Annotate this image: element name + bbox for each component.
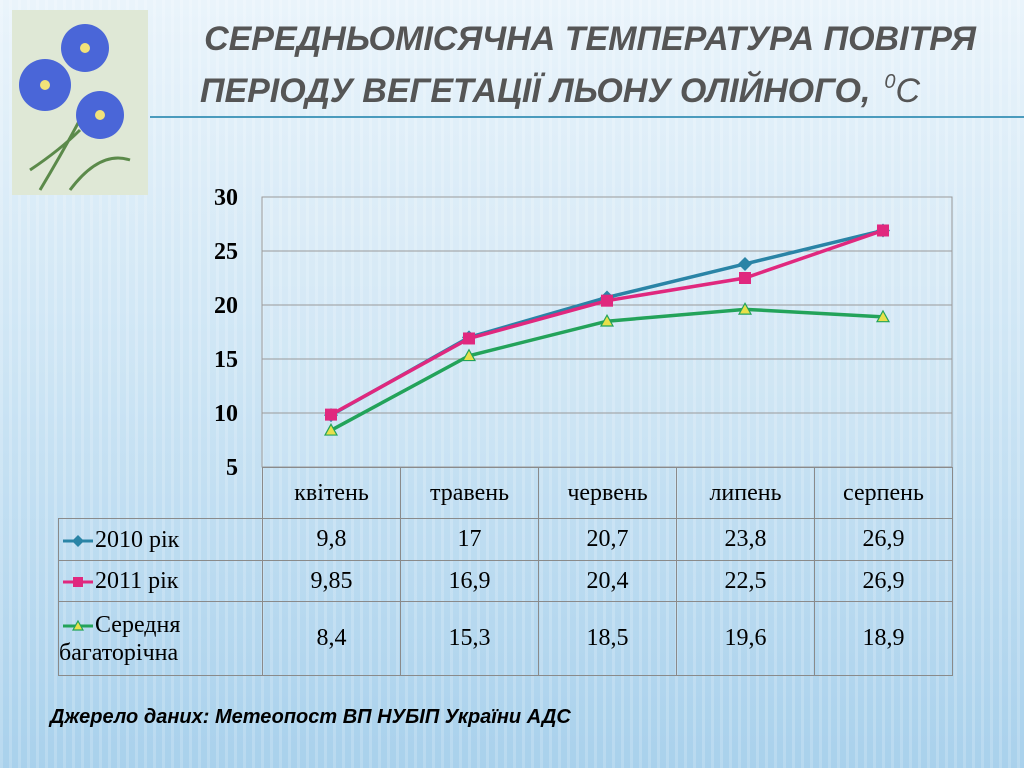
marker <box>877 224 889 237</box>
value-cell: 8,4 <box>262 601 401 676</box>
value-cell: 15,3 <box>400 601 539 676</box>
value-cell: 20,4 <box>538 560 677 602</box>
marker <box>875 309 891 323</box>
y-tick-label: 5 <box>226 455 238 481</box>
value-cell: 19,6 <box>676 601 815 676</box>
marker <box>739 272 751 284</box>
value-cell: 18,9 <box>814 601 953 676</box>
marker <box>71 619 85 631</box>
legend-label: 2010 рік <box>95 526 180 553</box>
legend-label: Середня багаторічна <box>59 611 181 666</box>
marker <box>323 423 339 436</box>
value-cell: 18,5 <box>538 601 677 676</box>
corner-cell <box>59 468 263 519</box>
data-table: квітень травень червень липень серпень 2010 р… <box>58 467 953 676</box>
y-tick-label: 20 <box>214 293 238 319</box>
category-label: травень <box>400 467 539 519</box>
unit: С <box>896 72 921 110</box>
flower-photo <box>12 10 148 195</box>
title-line: ПЕРІОДУ ВЕГЕТАЦІЇ ЛЬОНУ ОЛІЙНОГО, 0С <box>200 71 921 110</box>
category-label: липень <box>676 467 815 519</box>
marker <box>599 313 615 327</box>
series-cell: 2011 рік <box>58 560 263 602</box>
series-row: 2010 рік 9,8 17 20,7 23,8 26,9 <box>58 518 953 561</box>
y-tick-label: 25 <box>214 239 238 265</box>
category-label: серпень <box>814 467 953 519</box>
marker <box>463 332 475 345</box>
title-text: ПЕРІОДУ ВЕГЕТАЦІЇ ЛЬОНУ ОЛІЙНОГО, <box>200 71 870 110</box>
value-cell: 9,8 <box>262 518 401 561</box>
value-cell: 26,9 <box>814 560 953 602</box>
series-row: Середня багаторічна 8,4 15,3 18,5 19,6 18,9 <box>58 601 953 676</box>
value-cell: 20,7 <box>538 518 677 561</box>
y-tick-label: 30 <box>214 185 238 211</box>
category-label: квітень <box>262 467 401 519</box>
category-label: червень <box>538 467 677 519</box>
value-cell: 9,85 <box>262 560 401 602</box>
source: Джерело даних: Метеопост ВП НУБІП Україн… <box>50 706 571 728</box>
marker <box>601 294 613 307</box>
series-row: 2011 рік 9,85 16,9 20,4 22,5 26,9 <box>58 560 953 602</box>
marker <box>738 256 752 271</box>
y-tick-label: 15 <box>214 347 238 373</box>
value-cell: 26,9 <box>814 518 953 561</box>
unit-degree: 0 <box>884 71 895 93</box>
marker <box>737 302 753 315</box>
series-cell: 2010 рік <box>58 518 263 561</box>
marker <box>73 577 83 588</box>
legend-key <box>63 577 93 588</box>
title-line: СЕРЕДНЬОМІСЯЧНА ТЕМПЕРАТУРА ПОВІТРЯ <box>204 20 977 58</box>
value-cell: 17 <box>400 518 539 561</box>
value-cell: 23,8 <box>676 518 815 561</box>
marker <box>72 534 84 547</box>
y-tick-label: 10 <box>214 401 238 427</box>
value-cell: 22,5 <box>676 560 815 602</box>
header-row: квітень травень червень липень серпень <box>59 467 953 519</box>
legend-key <box>63 534 93 547</box>
series-cell: Середня багаторічна <box>58 601 263 676</box>
legend-label: 2011 рік <box>95 568 179 594</box>
legend-key <box>63 619 93 631</box>
marker <box>461 348 477 362</box>
marker <box>325 408 337 421</box>
value-cell: 16,9 <box>400 560 539 602</box>
